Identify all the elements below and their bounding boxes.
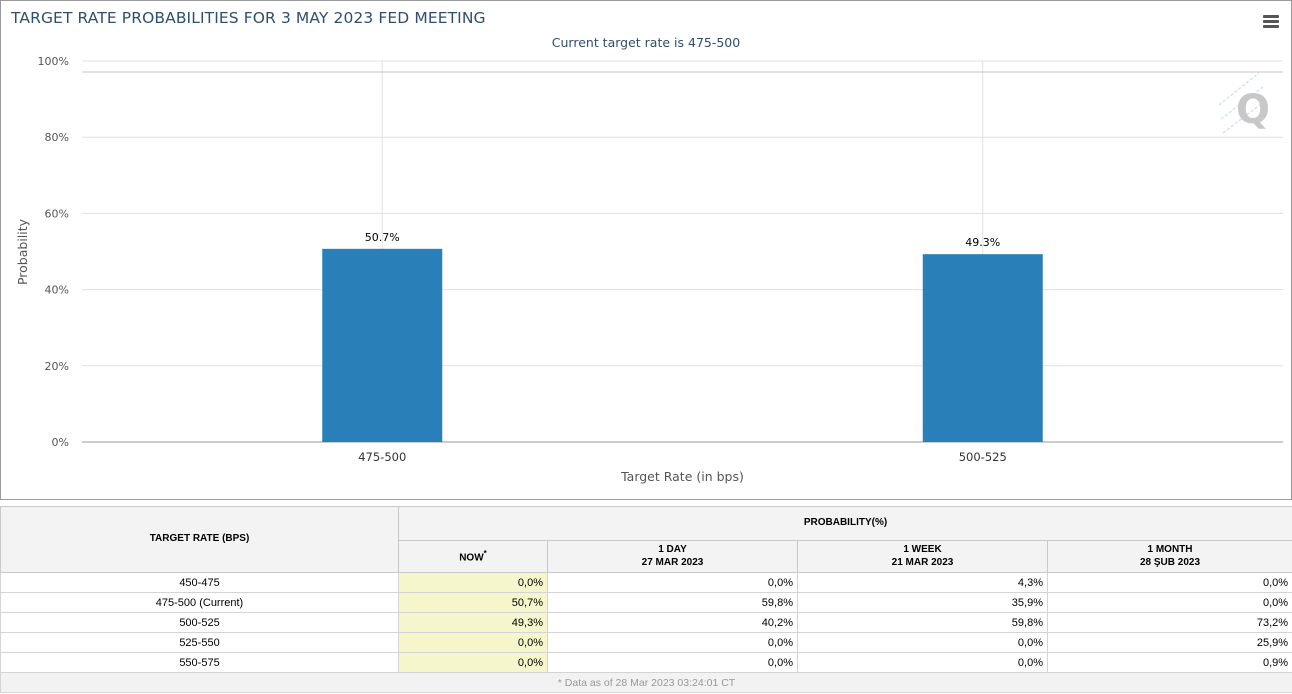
data-label: 50.7% <box>365 231 400 244</box>
probability-now-cell: 0,0% <box>398 632 548 653</box>
y-tick-label: 100% <box>38 55 69 68</box>
column-header-label: 1 MONTH <box>1147 544 1193 555</box>
table-row: 550-575 0,0% 0,0% 0,0% 0,9% <box>0 652 1292 673</box>
column-header-label: 1 WEEK <box>903 544 942 555</box>
column-header-date: 21 MAR 2023 <box>891 556 954 568</box>
probability-cell: 0,9% <box>1046 652 1292 673</box>
target-rate-cell: 450-475 <box>0 572 399 593</box>
data-label: 49.3% <box>965 236 1000 249</box>
probability-cell: 35,9% <box>797 592 1048 613</box>
column-header: 1 WEEK 21 MAR 2023 <box>797 540 1048 573</box>
probability-cell: 0,0% <box>547 572 798 593</box>
target-rate-cell: 475-500 (Current) <box>0 592 399 613</box>
y-tick-label: 80% <box>45 131 69 144</box>
probability-now-cell: 49,3% <box>398 612 548 633</box>
watermark-stroke <box>1218 72 1260 106</box>
chart-subtitle: Current target rate is 475-500 <box>551 35 741 50</box>
x-tick-label: 475-500 <box>358 450 406 464</box>
probability-cell: 0,0% <box>797 632 1048 653</box>
probability-cell: 4,3% <box>797 572 1048 593</box>
table-row: 450-475 0,0% 0,0% 4,3% 0,0% <box>0 572 1292 593</box>
column-header: 1 DAY 27 MAR 2023 <box>547 540 798 573</box>
y-tick-label: 20% <box>45 360 69 373</box>
q-watermark-logo: Q <box>1218 72 1270 134</box>
bar-500-525 <box>922 254 1043 442</box>
y-axis-title: Probability <box>15 218 30 285</box>
probability-cell: 73,2% <box>1046 612 1292 633</box>
column-header-label: 1 DAY <box>658 544 687 555</box>
target-rate-cell: 550-575 <box>0 652 399 673</box>
probability-cell: 0,0% <box>547 652 798 673</box>
column-header: NOW* <box>398 540 548 573</box>
watermark-stroke <box>1222 100 1266 134</box>
data-timestamp-note: * Data as of 28 Mar 2023 03:24:01 CT <box>0 672 1292 693</box>
table-row: 475-500 (Current) 50,7% 59,8% 35,9% 0,0% <box>0 592 1292 613</box>
bar-chart: 0% 20% 40% 60% 80% 100% Q 50.7% 475-500 49.3% 500-… <box>15 55 1283 484</box>
probability-cell: 59,8% <box>797 612 1048 633</box>
probability-cell: 25,9% <box>1046 632 1292 653</box>
y-tick-label: 40% <box>45 284 69 297</box>
target-rate-cell: 500-525 <box>0 612 399 633</box>
chart-panel: 0% 20% 40% 60% 80% 100% Q 50.7% 475-500 49.3% 500-… <box>0 0 1292 500</box>
chart-title: TARGET RATE PROBABILITIES FOR 3 MAY 2023… <box>11 9 486 27</box>
header-target-rate: TARGET RATE (BPS) <box>0 506 399 573</box>
column-header-date: 28 ŞUB 2023 <box>1139 556 1201 568</box>
probability-now-cell: 0,0% <box>398 572 548 593</box>
x-axis-title: Target Rate (in bps) <box>620 469 744 484</box>
target-rate-cell: 525-550 <box>0 632 399 653</box>
footnote-marker: * <box>483 549 487 559</box>
probability-now-cell: 0,0% <box>398 652 548 673</box>
x-tick-label: 500-525 <box>959 450 1007 464</box>
probability-now-cell: 50,7% <box>398 592 548 613</box>
column-header: 1 MONTH 28 ŞUB 2023 <box>1046 540 1292 573</box>
table-row: 500-525 49,3% 40,2% 59,8% 73,2% <box>0 612 1292 633</box>
column-header-label: NOW <box>459 552 484 564</box>
y-tick-label: 0% <box>52 436 69 449</box>
probability-cell: 0,0% <box>1046 592 1292 613</box>
bar-475-500 <box>322 248 443 442</box>
watermark-stroke <box>1220 86 1264 120</box>
y-tick-label: 60% <box>45 207 69 220</box>
header-probability: PROBABILITY(%) <box>397 506 1292 541</box>
watermark-letter: Q <box>1236 87 1270 133</box>
column-header-date: 27 MAR 2023 <box>641 556 704 568</box>
probability-cell: 0,0% <box>1046 572 1292 593</box>
table-footer-row: * Data as of 28 Mar 2023 03:24:01 CT <box>0 672 1292 693</box>
probability-table-panel: TARGET RATE (BPS) PROBABILITY(%) NOW* 1 D… <box>0 506 1292 694</box>
probability-cell: 0,0% <box>547 632 798 653</box>
probability-cell: 59,8% <box>547 592 798 613</box>
probability-table: TARGET RATE (BPS) PROBABILITY(%) NOW* 1 D… <box>0 506 1292 693</box>
hamburger-menu-icon[interactable] <box>1263 15 1279 28</box>
probability-cell: 0,0% <box>797 652 1048 673</box>
table-row: 525-550 0,0% 0,0% 0,0% 25,9% <box>0 632 1292 653</box>
probability-cell: 40,2% <box>547 612 798 633</box>
